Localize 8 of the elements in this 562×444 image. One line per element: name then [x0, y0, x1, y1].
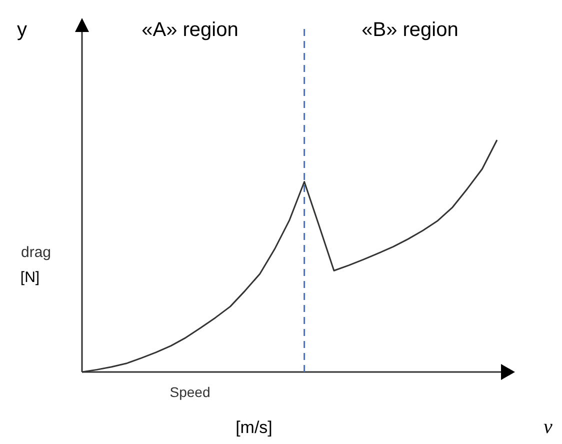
x-axis-title: Speed	[170, 384, 210, 400]
text: [N]	[20, 269, 40, 286]
text: «B» region	[362, 19, 458, 41]
y-axis-title: drag	[20, 244, 52, 261]
text: y	[17, 19, 27, 41]
text: [m/s]	[236, 418, 272, 437]
text: v	[544, 416, 553, 438]
text: «A» region	[142, 19, 238, 41]
